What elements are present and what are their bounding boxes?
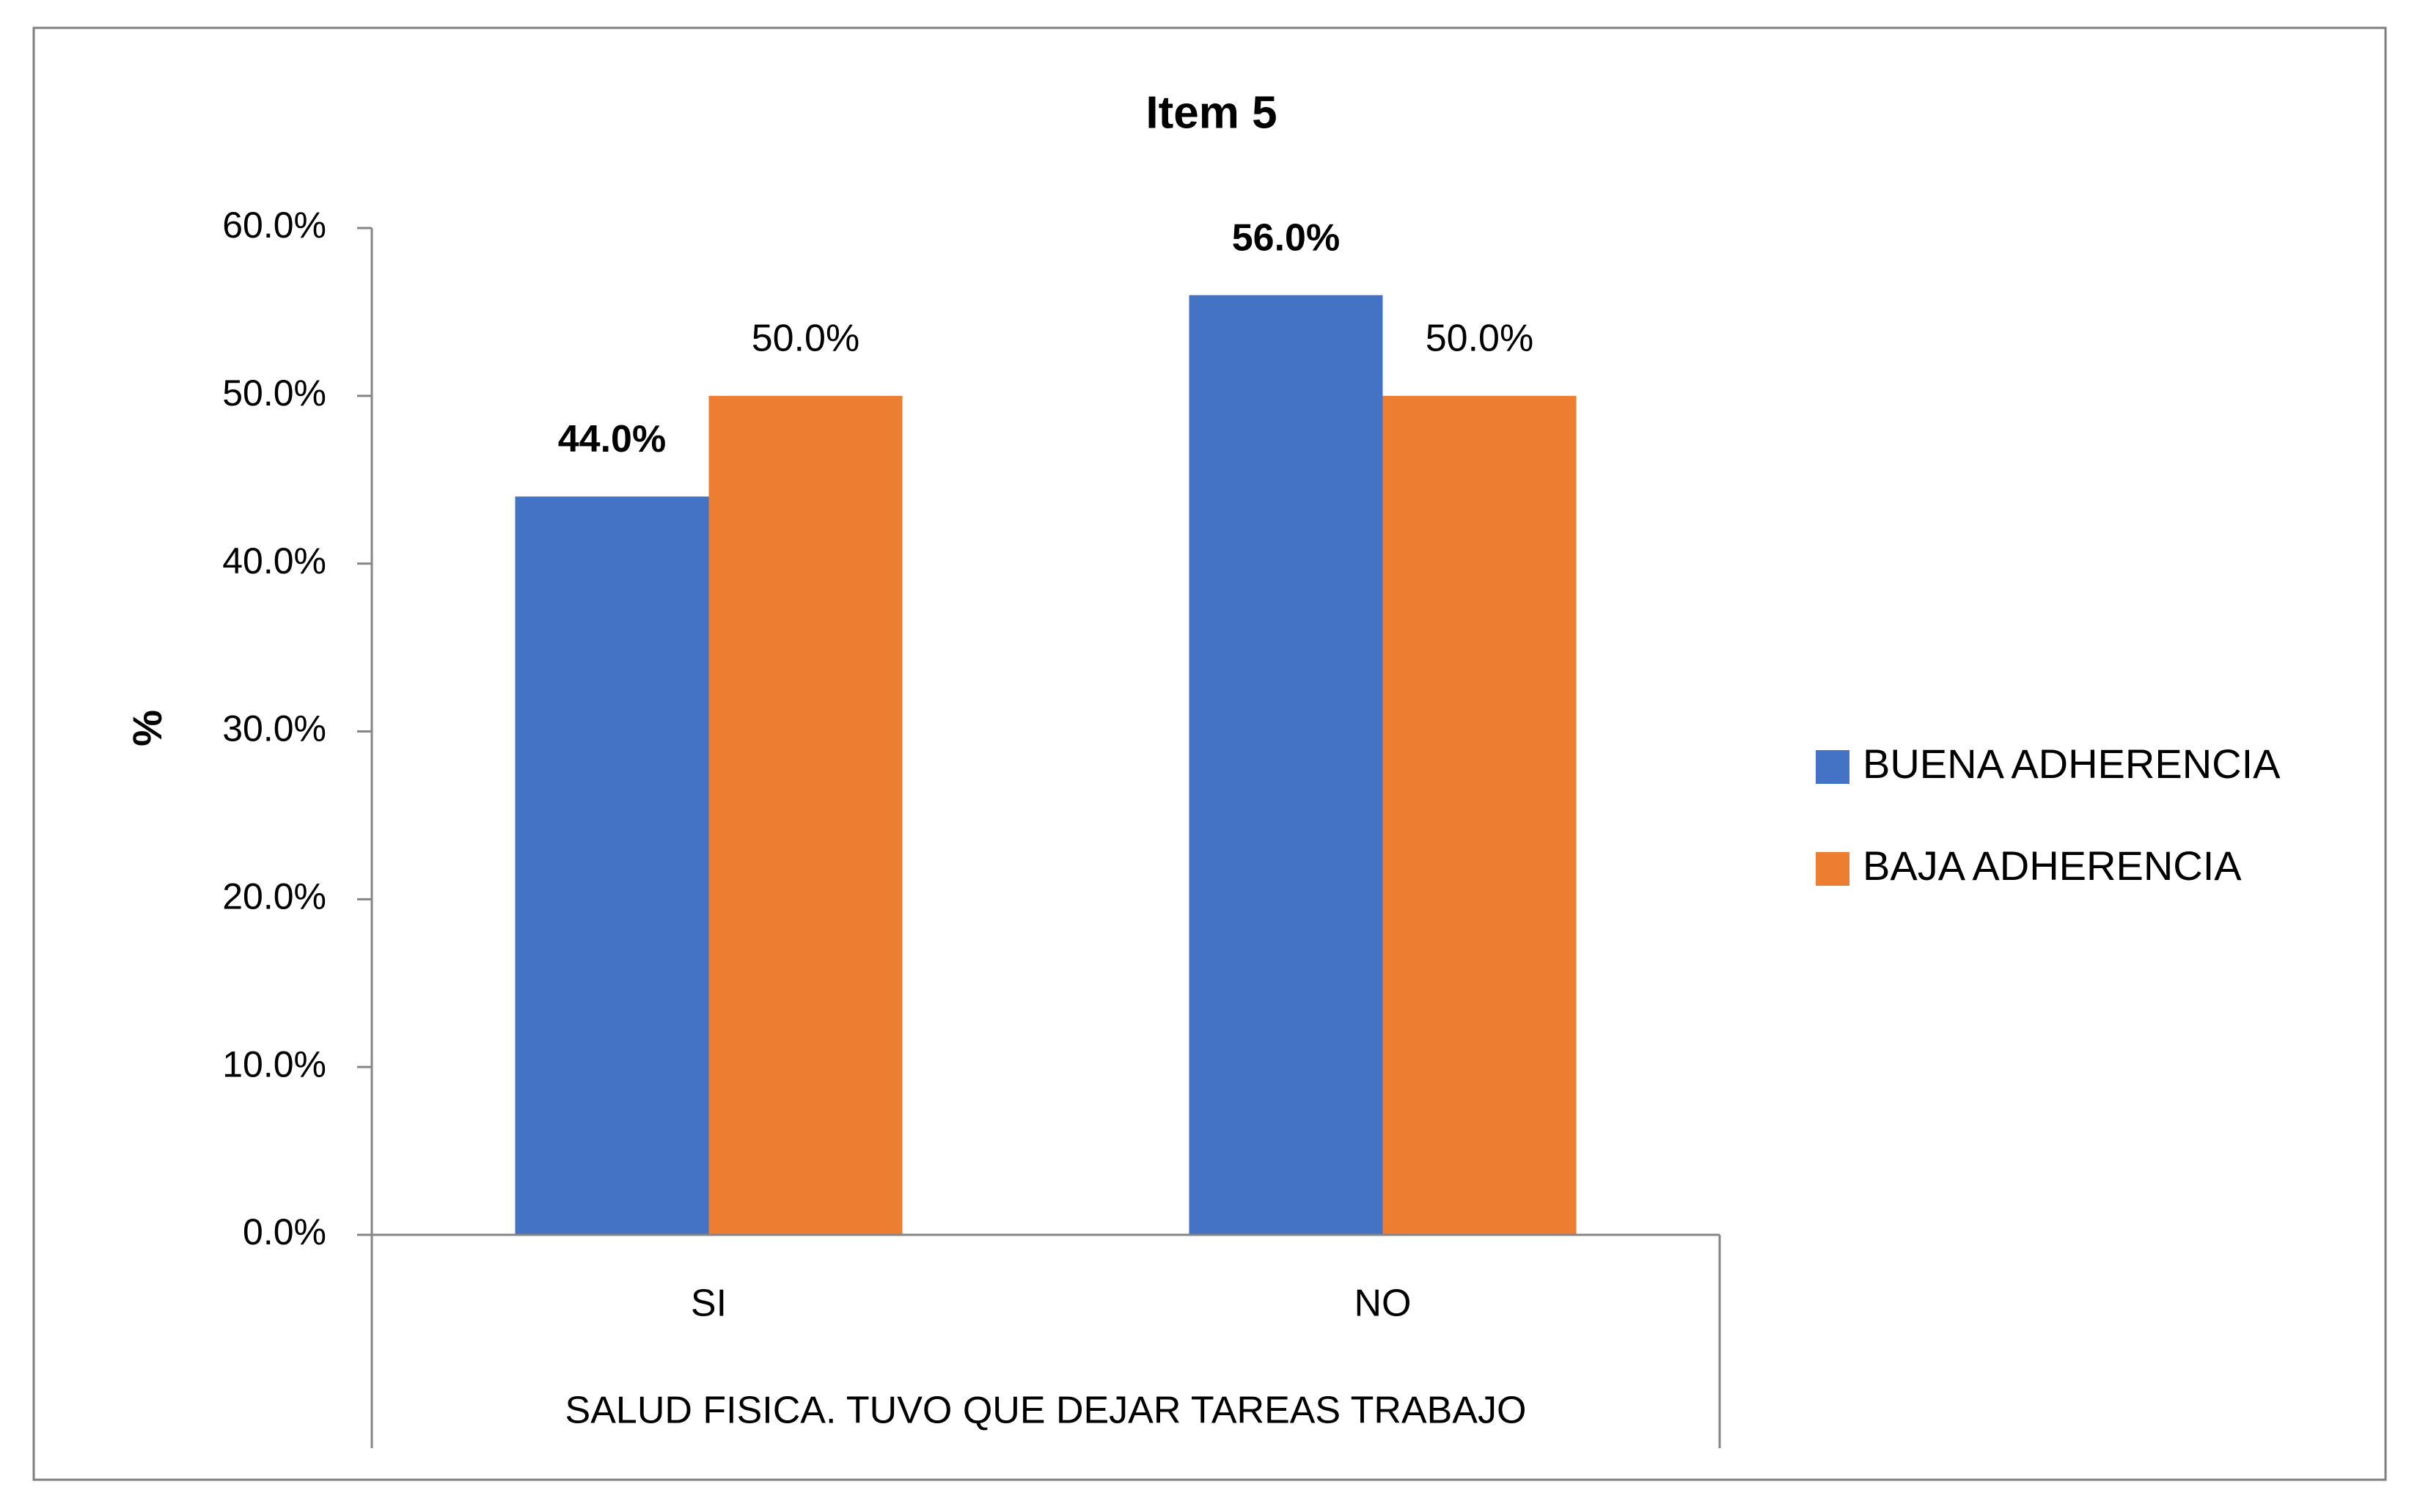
y-tick-label: 10.0%	[222, 1043, 326, 1085]
bar	[1189, 295, 1383, 1235]
y-tick-label: 40.0%	[222, 540, 326, 581]
y-tick-label: 60.0%	[222, 205, 326, 246]
y-tick-label: 20.0%	[222, 876, 326, 917]
x-tick-label: NO	[1354, 1282, 1412, 1325]
data-label: 50.0%	[752, 318, 859, 360]
x-tick-label: SI	[691, 1282, 727, 1325]
chart-title: Item 5	[1145, 87, 1277, 138]
y-tick-label: 30.0%	[222, 708, 326, 749]
legend-swatch	[1816, 852, 1849, 886]
bar	[1382, 395, 1577, 1236]
legend-label: BUENA ADHERENCIA	[1863, 741, 2281, 787]
bar	[515, 496, 709, 1235]
y-axis-title: %	[124, 710, 170, 746]
y-tick-label: 50.0%	[222, 373, 326, 414]
legend-swatch	[1816, 750, 1849, 784]
bar	[708, 395, 903, 1236]
y-tick-label: 0.0%	[243, 1211, 326, 1252]
data-label: 56.0%	[1232, 216, 1340, 259]
legend-label: BAJA ADHERENCIA	[1863, 843, 2242, 889]
x-axis-title: SALUD FISICA. TUVO QUE DEJAR TAREAS TRAB…	[565, 1390, 1527, 1432]
data-label: 44.0%	[558, 418, 666, 460]
data-label: 50.0%	[1426, 318, 1533, 360]
